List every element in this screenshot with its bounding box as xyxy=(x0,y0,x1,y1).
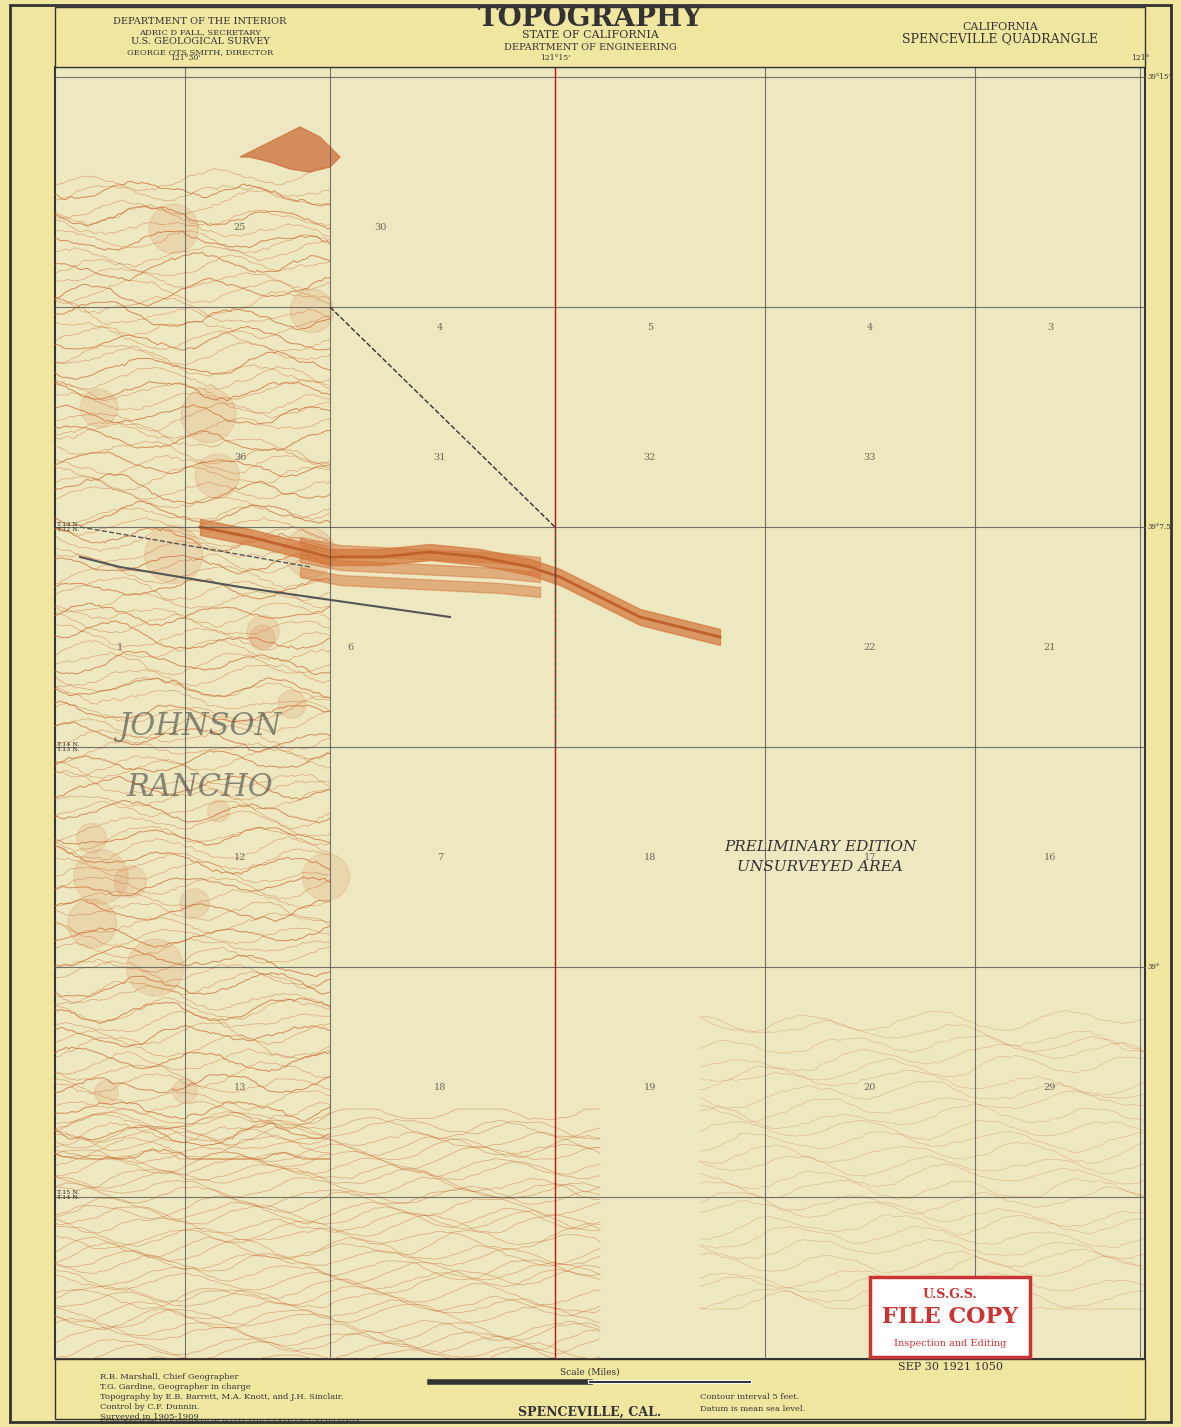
Text: Contour interval 5 feet.: Contour interval 5 feet. xyxy=(700,1393,800,1401)
Circle shape xyxy=(80,390,118,427)
Text: 33: 33 xyxy=(863,452,876,461)
Circle shape xyxy=(77,823,106,853)
Text: 36: 36 xyxy=(234,452,246,461)
Text: DEPARTMENT OF THE INTERIOR: DEPARTMENT OF THE INTERIOR xyxy=(113,17,287,27)
Text: Scale (Miles): Scale (Miles) xyxy=(560,1367,620,1377)
Text: 7: 7 xyxy=(437,852,443,862)
Text: STATE OF CALIFORNIA: STATE OF CALIFORNIA xyxy=(522,30,659,40)
Text: U.S.G.S.: U.S.G.S. xyxy=(922,1289,978,1301)
Circle shape xyxy=(126,939,184,996)
Text: ADRIC D FALL, SECRETARY: ADRIC D FALL, SECRETARY xyxy=(139,29,261,36)
Text: 18: 18 xyxy=(433,1083,446,1092)
Circle shape xyxy=(115,866,146,898)
Circle shape xyxy=(73,849,128,905)
Bar xyxy=(56,1359,1146,1418)
Text: 39°7.5': 39°7.5' xyxy=(1148,524,1174,531)
Text: 121°: 121° xyxy=(1130,54,1149,61)
Text: 17: 17 xyxy=(863,852,876,862)
Text: 19: 19 xyxy=(644,1083,657,1092)
Text: 39°15': 39°15' xyxy=(1148,73,1172,81)
Circle shape xyxy=(67,899,117,948)
Circle shape xyxy=(278,691,306,718)
Circle shape xyxy=(208,801,229,822)
Text: SPENCEVILLE, CAL.: SPENCEVILLE, CAL. xyxy=(518,1406,661,1418)
Text: FILE COPY: FILE COPY xyxy=(882,1306,1018,1329)
Text: 32: 32 xyxy=(644,452,657,461)
Text: SPENCEVILLE QUADRANGLE: SPENCEVILLE QUADRANGLE xyxy=(902,33,1098,46)
Circle shape xyxy=(247,615,279,648)
Text: 4: 4 xyxy=(437,323,443,331)
Text: R.B. Marshall, Chief Geographer: R.B. Marshall, Chief Geographer xyxy=(100,1373,239,1381)
Circle shape xyxy=(249,625,275,651)
Circle shape xyxy=(180,889,209,918)
Circle shape xyxy=(181,388,236,442)
Text: 29: 29 xyxy=(1044,1083,1056,1092)
Text: T.14 N.
T.13 N.: T.14 N. T.13 N. xyxy=(57,742,79,752)
Text: RANCHO: RANCHO xyxy=(126,772,273,802)
Text: SURVEYED IN COOPERATION WITH THE STATE OF CALIFORNIA: SURVEYED IN COOPERATION WITH THE STATE O… xyxy=(100,1418,360,1426)
Text: 16: 16 xyxy=(1044,852,1056,862)
Text: 5: 5 xyxy=(647,323,653,331)
Circle shape xyxy=(291,290,333,332)
Text: DEPARTMENT OF ENGINEERING: DEPARTMENT OF ENGINEERING xyxy=(503,43,677,51)
Text: 39°: 39° xyxy=(1148,963,1161,970)
Text: T.13 N.
T.12 N.: T.13 N. T.12 N. xyxy=(57,522,79,532)
Text: 25: 25 xyxy=(234,223,246,231)
Circle shape xyxy=(172,1079,197,1103)
Text: 31: 31 xyxy=(433,452,446,461)
Text: Inspection and Editing: Inspection and Editing xyxy=(894,1339,1006,1347)
Text: 3: 3 xyxy=(1046,323,1053,331)
Text: 20: 20 xyxy=(863,1083,876,1092)
Text: Datum is mean sea level.: Datum is mean sea level. xyxy=(700,1406,805,1413)
Text: 4: 4 xyxy=(867,323,873,331)
Text: UNSURVEYED AREA: UNSURVEYED AREA xyxy=(737,860,903,873)
Circle shape xyxy=(149,204,198,254)
Text: Topography by E.B. Barrett, M.A. Knott, and J.H. Sinclair.: Topography by E.B. Barrett, M.A. Knott, … xyxy=(100,1393,344,1401)
Text: 121°30': 121°30' xyxy=(170,54,201,61)
Text: GEORGE OTS SMITH, DIRECTOR: GEORGE OTS SMITH, DIRECTOR xyxy=(126,49,273,56)
Text: TOPOGRAPHY: TOPOGRAPHY xyxy=(477,6,703,33)
Text: 12: 12 xyxy=(234,852,247,862)
Text: U.S. GEOLOGICAL SURVEY: U.S. GEOLOGICAL SURVEY xyxy=(131,37,269,47)
Text: 22: 22 xyxy=(863,642,876,652)
Text: Surveyed in 1905-1909: Surveyed in 1905-1909 xyxy=(100,1413,198,1421)
Text: CALIFORNIA: CALIFORNIA xyxy=(963,21,1038,31)
Text: JOHNSON: JOHNSON xyxy=(118,712,281,742)
Text: Control by C.F. Dunnin.: Control by C.F. Dunnin. xyxy=(100,1403,200,1411)
Text: SEP 30 1921 1050: SEP 30 1921 1050 xyxy=(898,1361,1003,1371)
Circle shape xyxy=(94,1080,118,1104)
Circle shape xyxy=(302,853,350,900)
Text: 6: 6 xyxy=(347,642,353,652)
Text: 30: 30 xyxy=(374,223,386,231)
Text: T.G. Gardine, Geographer in charge: T.G. Gardine, Geographer in charge xyxy=(100,1383,250,1391)
Text: PRELIMINARY EDITION: PRELIMINARY EDITION xyxy=(724,841,916,853)
Circle shape xyxy=(285,528,335,578)
Bar xyxy=(56,7,1146,67)
Text: 13: 13 xyxy=(234,1083,247,1092)
Text: T.15 N.
T.14 N.: T.15 N. T.14 N. xyxy=(57,1190,79,1200)
Bar xyxy=(870,1277,1030,1357)
Circle shape xyxy=(195,454,240,498)
Text: 21: 21 xyxy=(1044,642,1056,652)
Text: 18: 18 xyxy=(644,852,657,862)
Circle shape xyxy=(145,525,203,584)
Text: 1: 1 xyxy=(117,642,123,652)
Polygon shape xyxy=(240,127,340,173)
Text: 121°15': 121°15' xyxy=(540,54,570,61)
